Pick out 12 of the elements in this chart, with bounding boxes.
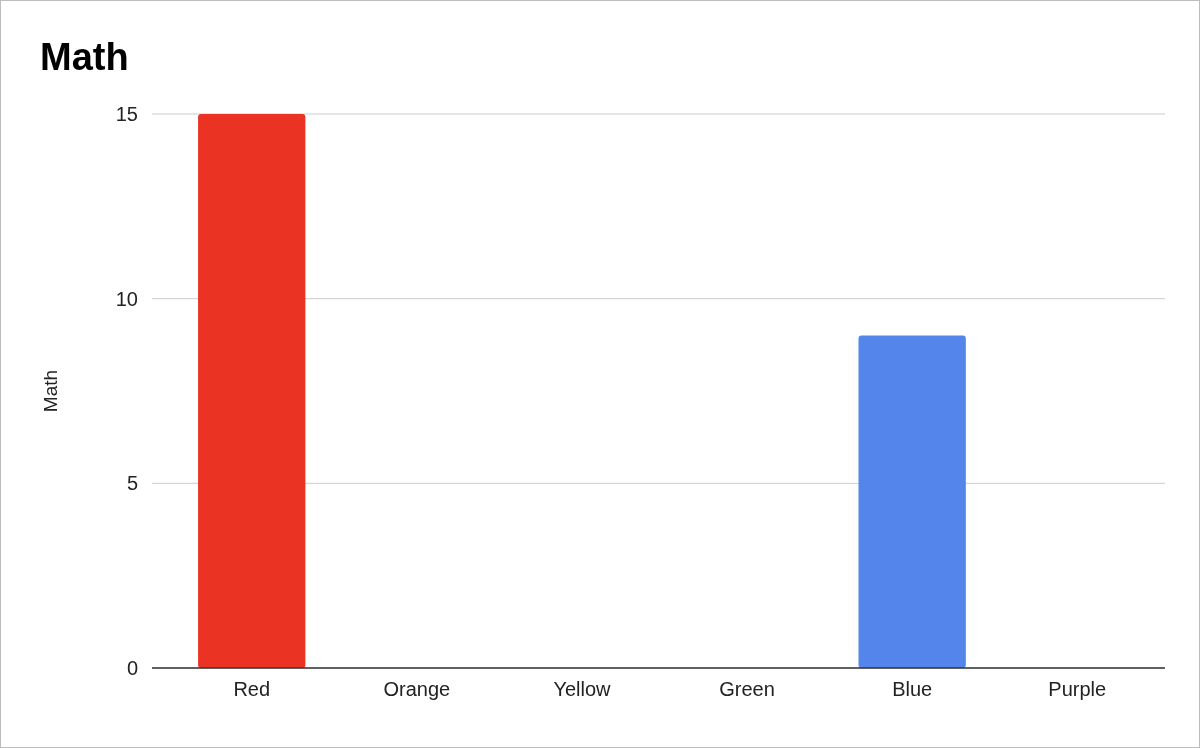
y-tick-label: 15 [115,102,138,125]
x-tick-label: Red [233,678,271,701]
x-tick-label: Blue [892,678,933,701]
x-tick-label: Yellow [553,678,612,701]
y-tick-label: 5 [126,472,138,495]
x-tick-label: Orange [383,678,451,701]
y-tick-label: 10 [115,287,138,310]
x-tick-label: Purple [1048,678,1107,701]
y-axis-title: Math [40,369,61,413]
y-tick-label: 0 [126,656,138,679]
chart-title: Math [40,36,129,78]
x-tick-label: Green [719,678,775,701]
